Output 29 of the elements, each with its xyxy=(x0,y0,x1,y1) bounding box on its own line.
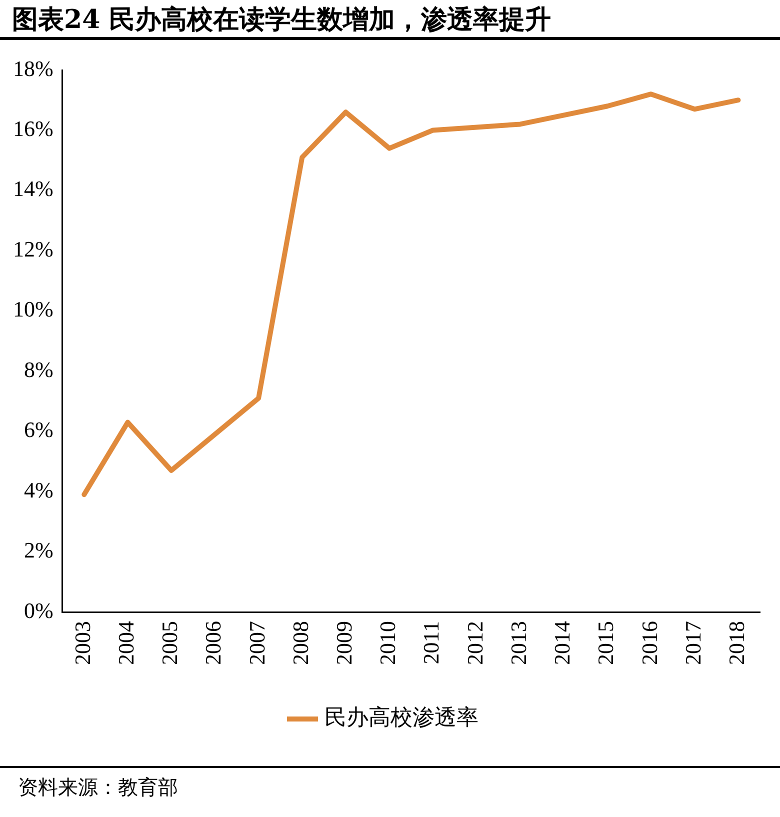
x-tick-label: 2013 xyxy=(506,621,531,665)
x-tick-label: 2016 xyxy=(636,621,662,665)
text: 资料来源：教育部 xyxy=(0,766,780,807)
y-tick-label: 0% xyxy=(24,598,54,623)
x-tick-label: 2018 xyxy=(724,621,749,665)
y-tick-label: 16% xyxy=(13,116,54,142)
y-tick-label: 2% xyxy=(24,538,54,563)
y-tick-label: 8% xyxy=(24,356,54,382)
x-tick-label: 2010 xyxy=(375,621,400,665)
x-tick-label: 2007 xyxy=(244,621,270,665)
x-tick-label: 2017 xyxy=(680,621,706,665)
chart-title: 图表24 民办高校在读学生数增加，渗透率提升 xyxy=(0,0,780,40)
x-tick-label: 2014 xyxy=(550,621,575,665)
x-tick-label: 2015 xyxy=(593,621,618,665)
y-tick-label: 4% xyxy=(24,477,54,502)
y-tick-label: 6% xyxy=(24,417,54,442)
x-tick-label: 2006 xyxy=(200,621,226,665)
x-tick-label: 2011 xyxy=(418,621,444,664)
y-tick-label: 12% xyxy=(13,236,54,262)
legend-label: 民办高校渗透率 xyxy=(324,706,478,731)
y-tick-label: 18% xyxy=(13,56,54,81)
x-tick-label: 2009 xyxy=(332,621,357,665)
x-tick-label: 2008 xyxy=(288,621,313,665)
x-tick-label: 2005 xyxy=(157,621,182,665)
x-tick-label: 2004 xyxy=(114,621,139,665)
x-tick-label: 2003 xyxy=(70,621,95,665)
y-tick-label: 14% xyxy=(13,176,54,202)
x-tick-label: 2012 xyxy=(462,621,488,665)
y-tick-label: 10% xyxy=(13,296,54,322)
